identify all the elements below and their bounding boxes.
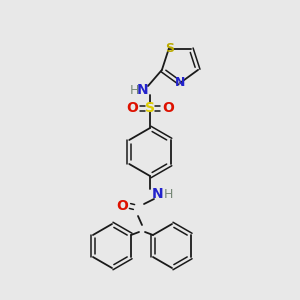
Text: O: O [126,101,138,115]
Text: S: S [145,101,155,115]
Text: H: H [163,188,173,200]
Text: O: O [116,199,128,213]
Text: N: N [175,76,185,88]
Text: O: O [162,101,174,115]
Text: H: H [129,83,139,97]
Text: N: N [137,83,149,97]
Text: N: N [152,187,164,201]
Text: S: S [165,42,174,55]
